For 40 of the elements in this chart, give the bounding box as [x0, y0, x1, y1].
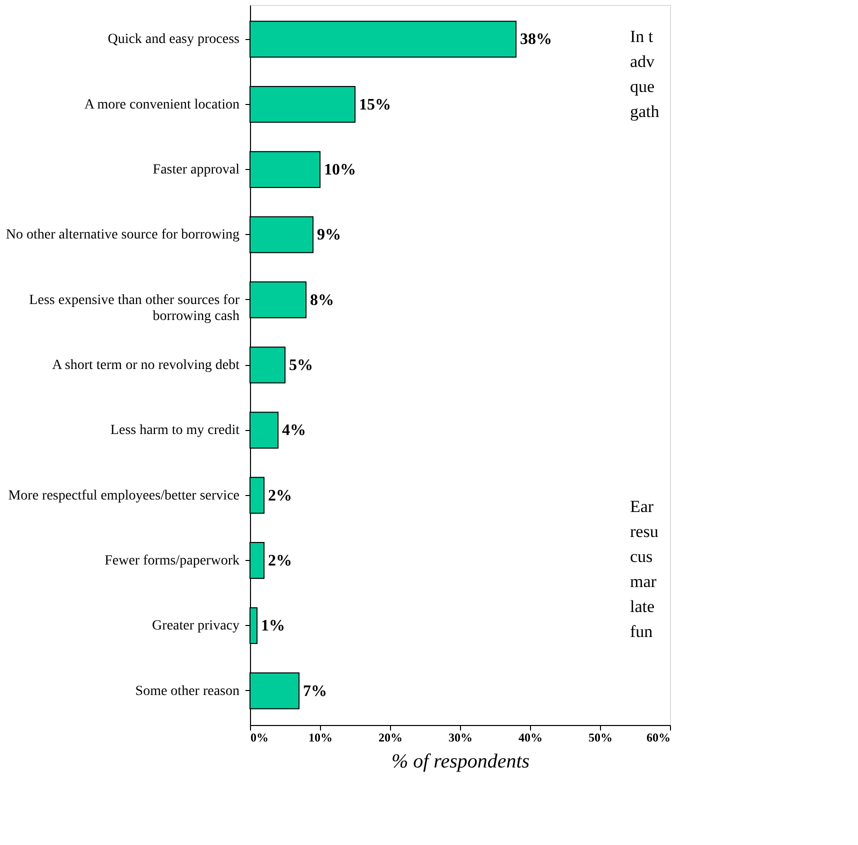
x-tick-label: 30%	[448, 730, 472, 744]
y-tick-label: Less harm to my credit	[110, 423, 240, 438]
y-tick-label: A short term or no revolving debt	[52, 358, 240, 373]
annotation: gath	[630, 102, 660, 121]
annotation: Ear	[630, 497, 654, 516]
annotation: late	[630, 597, 655, 616]
data-label: 2%	[268, 552, 292, 570]
annotation: fun	[630, 622, 654, 641]
y-tick-label: Fewer forms/paperwork	[104, 553, 240, 568]
y-tick-label: No other alternative source for borrowing	[6, 228, 240, 243]
data-label: 38%	[520, 31, 552, 48]
data-label: 8%	[310, 292, 334, 309]
data-label: 4%	[282, 422, 306, 440]
data-label: 2%	[268, 487, 292, 504]
x-tick-label: 20%	[378, 730, 402, 744]
annotation: resu	[630, 522, 659, 541]
x-tick-label: 40%	[518, 730, 542, 744]
data-label: 9%	[317, 226, 341, 244]
data-label: 7%	[303, 682, 327, 700]
y-tick-label: Some other reason	[135, 684, 240, 699]
y-tick-label: Less expensive than other sources for borrowing cash	[29, 292, 240, 324]
x-tick-label: 0%	[250, 730, 268, 744]
x-tick-label: 10%	[308, 730, 332, 744]
annotation: adv	[630, 52, 656, 71]
data-label: 1%	[261, 618, 285, 635]
x-tick-label: 60%	[646, 730, 670, 744]
y-tick-label: Faster approval	[152, 162, 240, 178]
annotation: In t	[630, 27, 654, 46]
annotation: mar	[630, 572, 657, 591]
y-tick-label: Quick and easy process	[108, 32, 240, 48]
y-tick-label: Greater privacy	[152, 618, 240, 634]
data-label: 15%	[359, 96, 391, 114]
data-label: 5%	[289, 357, 313, 374]
x-axis-title: % of respondents	[391, 750, 530, 772]
y-tick-label: More respectful employees/better service	[8, 488, 240, 504]
data-label: 10%	[324, 162, 356, 179]
annotation: que	[630, 77, 655, 96]
x-tick-label: 50%	[588, 730, 612, 744]
y-tick-label: A more convenient location	[84, 97, 240, 112]
annotation: cus	[630, 547, 653, 566]
